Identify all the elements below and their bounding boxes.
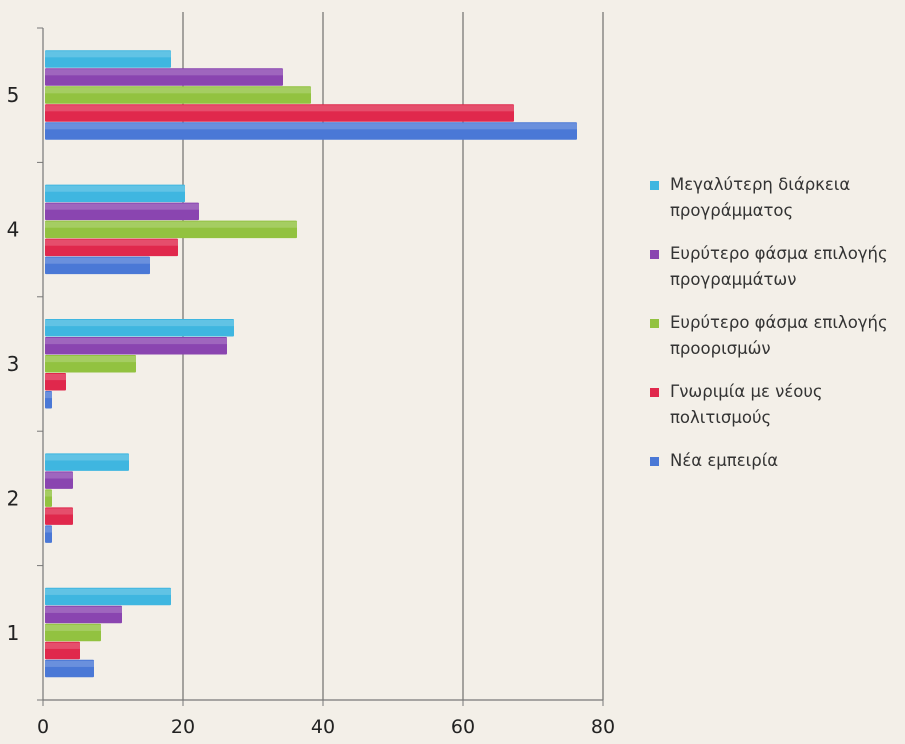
- legend-swatch-wider-programs: [650, 250, 659, 259]
- bar-highlight-cat1-series2: [45, 606, 122, 613]
- bar-highlight-cat2-series2: [45, 472, 73, 479]
- bar-cat1-series2: [45, 605, 122, 624]
- legend-label-new-experience-line1: Νέα εμπειρία: [670, 451, 779, 470]
- bar-highlight-cat4-series3: [45, 221, 297, 228]
- legend-swatch-longer-duration: [650, 181, 659, 190]
- y-tick-label-3: 3: [7, 352, 20, 376]
- bar-cat5-series5: [45, 122, 577, 140]
- legend-label-wider-destinations-line2: προορισμών: [670, 339, 771, 358]
- legend-swatch-wider-destinations: [650, 319, 659, 328]
- bar-highlight-cat4-series4: [45, 239, 178, 246]
- bar-highlight-cat5-series1: [45, 51, 171, 58]
- legend-label-wider-programs-line2: προγραμμάτων: [670, 270, 797, 289]
- bar-highlight-cat1-series5: [45, 660, 94, 667]
- bar-cat4-series5: [45, 256, 150, 275]
- bar-cat5-series3: [45, 86, 311, 104]
- bar-highlight-cat5-series2: [45, 69, 283, 76]
- bar-highlight-cat5-series4: [45, 105, 514, 112]
- bar-highlight-cat4-series5: [45, 257, 150, 264]
- bar-cat4-series2: [45, 202, 199, 221]
- bar-cat3-series1: [45, 319, 234, 337]
- bar-highlight-cat3-series4: [45, 374, 66, 381]
- y-tick-label-1: 1: [7, 621, 20, 645]
- bar-cat4-series3: [45, 220, 297, 239]
- bar-cat1-series1: [45, 587, 171, 606]
- bar-cat5-series2: [45, 68, 283, 86]
- bar-highlight-cat3-series2: [45, 338, 227, 345]
- bar-cat2-series2: [45, 471, 73, 489]
- bar-cat1-series4: [45, 641, 80, 660]
- bar-highlight-cat4-series1: [45, 185, 185, 192]
- bar-cat2-series4: [45, 507, 73, 525]
- bar-cat5-series1: [45, 50, 171, 68]
- bar-cat4-series4: [45, 238, 178, 257]
- legend-label-wider-destinations-line1: Ευρύτερο φάσμα επιλογής: [670, 313, 888, 332]
- y-tick-label-5: 5: [7, 83, 20, 107]
- bar-cat3-series2: [45, 337, 227, 355]
- x-tick-label-60: 60: [451, 716, 475, 738]
- bar-cat3-series5: [45, 391, 52, 409]
- legend: Μεγαλύτερη διάρκεια προγράμματος Ευρύτερ…: [650, 172, 905, 491]
- bar-cat2-series1: [45, 453, 129, 471]
- bar-highlight-cat1-series4: [45, 642, 80, 649]
- legend-swatch-new-experience: [650, 457, 659, 466]
- bar-cat2-series5: [45, 525, 52, 543]
- bar-highlight-cat5-series5: [45, 123, 577, 130]
- bar-highlight-cat3-series1: [45, 320, 234, 327]
- legend-swatch-new-cultures: [650, 388, 659, 397]
- bar-highlight-cat5-series3: [45, 87, 311, 94]
- bar-highlight-cat2-series5: [45, 526, 52, 533]
- bar-cat1-series3: [45, 623, 101, 642]
- x-tick-label-40: 40: [311, 716, 335, 738]
- bar-highlight-cat1-series3: [45, 624, 101, 631]
- bar-highlight-cat3-series5: [45, 392, 52, 399]
- legend-item-wider-destinations: Ευρύτερο φάσμα επιλογής προορισμών: [650, 310, 905, 362]
- y-tick-label-4: 4: [7, 218, 20, 242]
- bar-cat3-series4: [45, 373, 66, 391]
- bar-highlight-cat2-series1: [45, 454, 129, 461]
- legend-label-longer-duration-line2: προγράμματος: [670, 201, 794, 220]
- bar-highlight-cat2-series4: [45, 508, 73, 515]
- bar-cat4-series1: [45, 184, 185, 203]
- bar-cat1-series5: [45, 659, 94, 678]
- bar-highlight-cat1-series1: [45, 588, 171, 595]
- y-tick-label-2: 2: [7, 486, 20, 510]
- x-tick-label-0: 0: [37, 716, 49, 738]
- bar-highlight-cat2-series3: [45, 490, 52, 497]
- legend-item-wider-programs: Ευρύτερο φάσμα επιλογής προγραμμάτων: [650, 241, 905, 293]
- legend-item-new-cultures: Γνωριμία με νέους πολιτισμούς: [650, 379, 905, 431]
- bar-highlight-cat3-series3: [45, 356, 136, 363]
- legend-item-new-experience: Νέα εμπειρία: [650, 448, 905, 474]
- legend-item-longer-duration: Μεγαλύτερη διάρκεια προγράμματος: [650, 172, 905, 224]
- bar-highlight-cat4-series2: [45, 203, 199, 210]
- legend-label-new-cultures-line2: πολιτισμούς: [670, 408, 772, 427]
- legend-label-wider-programs-line1: Ευρύτερο φάσμα επιλογής: [670, 244, 888, 263]
- bar-cat3-series3: [45, 355, 136, 373]
- legend-label-longer-duration-line1: Μεγαλύτερη διάρκεια: [670, 175, 851, 194]
- bar-cat2-series3: [45, 489, 52, 507]
- bar-cat5-series4: [45, 104, 514, 122]
- x-tick-label-20: 20: [171, 716, 195, 738]
- x-tick-label-80: 80: [591, 716, 615, 738]
- legend-label-new-cultures-line1: Γνωριμία με νέους: [670, 382, 823, 401]
